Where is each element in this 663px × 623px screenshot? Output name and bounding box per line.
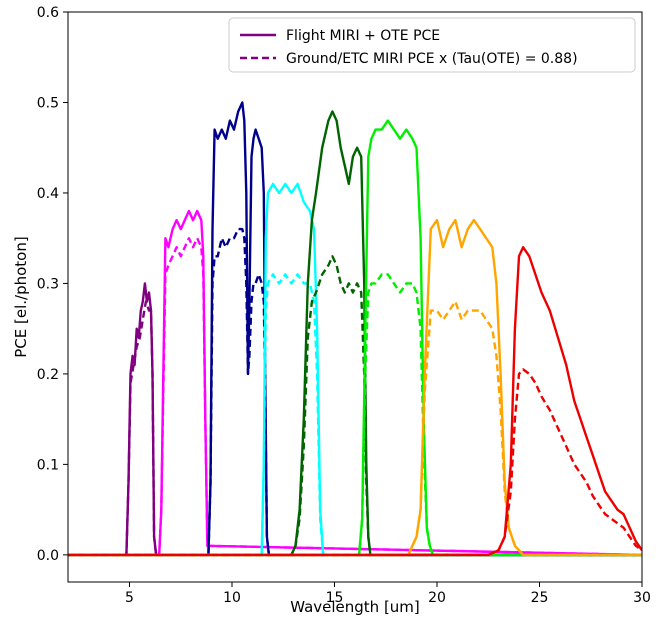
y-tick-label: 0.6 (37, 5, 59, 21)
series-line-9 (68, 255, 642, 557)
y-tick-label: 0.2 (37, 367, 59, 383)
series-line-7 (68, 273, 642, 557)
series-line-4 (68, 101, 642, 557)
y-axis-label: PCE [el./photon] (12, 236, 30, 357)
plot-frame (67, 11, 643, 583)
legend-label-ground: Ground/ETC MIRI PCE x (Tau(OTE) = 0.88) (286, 51, 578, 67)
x-tick-label: 5 (125, 590, 134, 606)
series-line-1 (68, 300, 642, 557)
x-tick-label: 15 (326, 590, 344, 606)
x-axis-label: Wavelength [um] (290, 598, 420, 616)
series-line-11 (68, 273, 642, 557)
y-tick-label: 0.1 (37, 457, 59, 473)
y-tick-label: 0.3 (37, 276, 59, 292)
x-axis-ticks: 5 10 15 20 25 30 (125, 582, 651, 606)
series-line-5 (68, 227, 642, 557)
legend-label-flight: Flight MIRI + OTE PCE (286, 28, 440, 44)
x-tick-label: 20 (428, 590, 446, 606)
y-tick-label: 0.0 (37, 548, 59, 564)
series-layer (68, 101, 642, 557)
legend: Flight MIRI + OTE PCE Ground/ETC MIRI PC… (228, 17, 636, 73)
y-tick-label: 0.4 (37, 186, 59, 202)
legend-box (228, 17, 636, 73)
y-axis-ticks: 0.0 0.1 0.2 0.3 0.4 0.5 0.6 (37, 5, 68, 564)
series-line-15 (68, 368, 642, 557)
series-line-14 (68, 245, 642, 557)
series-line-3 (68, 236, 642, 557)
x-tick-label: 10 (223, 590, 241, 606)
x-tick-label: 30 (633, 590, 651, 606)
x-tick-label: 25 (531, 590, 549, 606)
series-line-13 (68, 300, 642, 557)
y-tick-label: 0.5 (37, 95, 59, 111)
